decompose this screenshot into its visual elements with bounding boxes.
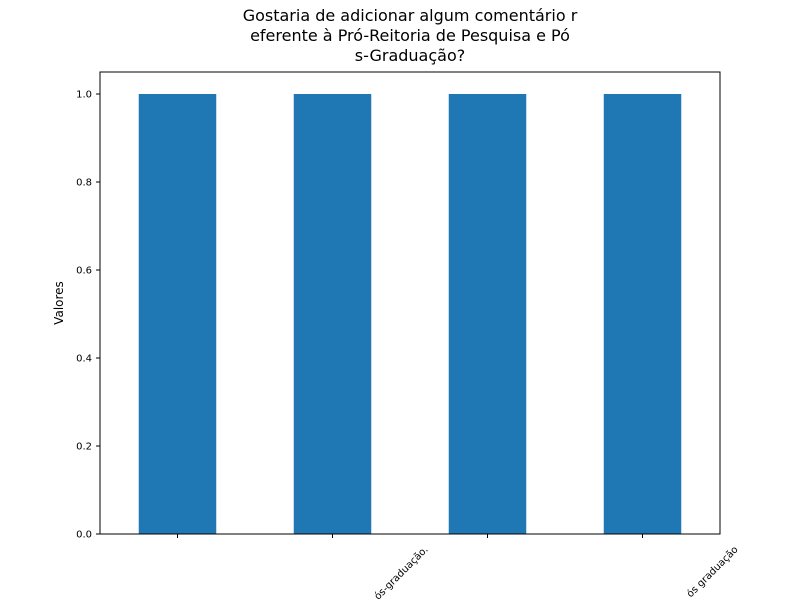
bar	[293, 94, 372, 534]
y-axis: 0.0 0.2 0.4 0.6 0.8 1.0	[76, 90, 100, 541]
y-axis-label: Valores	[52, 281, 66, 325]
y-tick-label: 0.2	[76, 442, 92, 453]
x-tick-label: ós graduação	[684, 544, 740, 600]
bar	[448, 94, 527, 534]
chart-title: Gostaria de adicionar algum comentário r…	[243, 6, 578, 65]
chart-title-line: eferente à Pró-Reitoria de Pesquisa e Pó	[250, 26, 570, 45]
y-tick-label: 0.4	[76, 354, 92, 365]
y-tick-label: 0.0	[76, 530, 92, 541]
x-tick-label: ós-graduação.	[372, 544, 431, 600]
chart-title-line: Gostaria de adicionar algum comentário r	[243, 6, 578, 25]
x-axis: ós-graduação. ós graduação	[177, 534, 741, 600]
bar	[138, 94, 217, 534]
chart-title-line: s-Graduação?	[355, 46, 465, 65]
bar	[603, 94, 682, 534]
y-tick-label: 0.8	[76, 178, 92, 189]
bars-group	[138, 94, 682, 534]
plot-frame	[99, 71, 721, 535]
y-tick-label: 1.0	[76, 90, 92, 101]
y-tick-label: 0.6	[76, 266, 92, 277]
